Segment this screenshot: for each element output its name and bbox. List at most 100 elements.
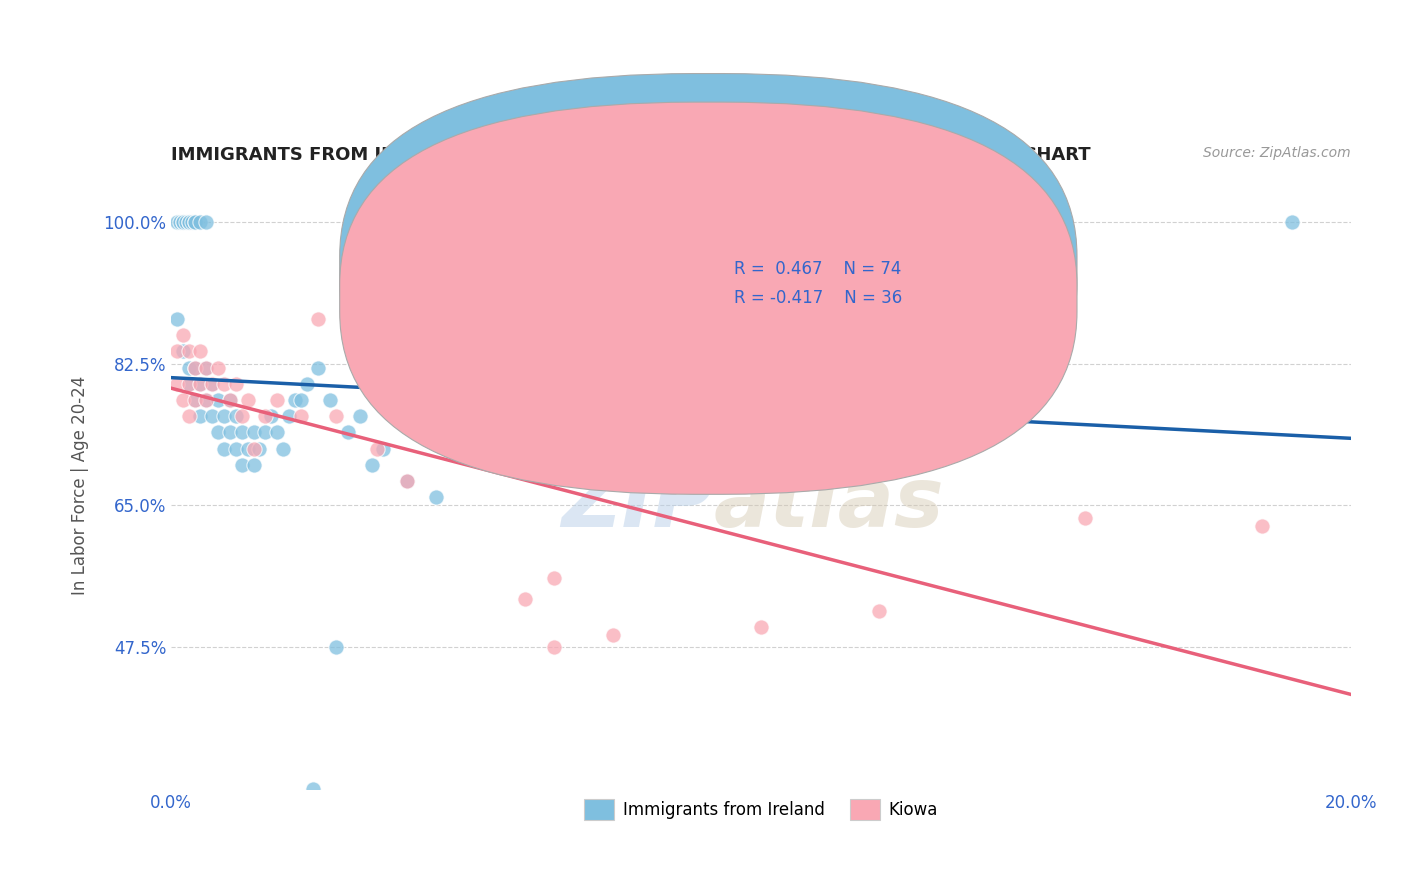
Point — [254, 409, 277, 424]
Point — [543, 640, 565, 655]
Point — [201, 376, 224, 391]
Point — [201, 376, 224, 391]
Point — [868, 604, 890, 618]
Point — [177, 360, 200, 375]
Point — [543, 571, 565, 585]
Point — [169, 215, 191, 229]
Text: IMMIGRANTS FROM IRELAND VS KIOWA IN LABOR FORCE | AGE 20-24 CORRELATION CHART: IMMIGRANTS FROM IRELAND VS KIOWA IN LABO… — [172, 146, 1091, 164]
Point — [1074, 510, 1097, 524]
Point — [295, 376, 318, 391]
Point — [1251, 518, 1274, 533]
Point — [190, 215, 212, 229]
Point — [166, 312, 188, 326]
Point — [266, 425, 288, 440]
Point — [307, 312, 329, 326]
Point — [183, 215, 205, 229]
Point — [183, 215, 205, 229]
Point — [513, 591, 536, 606]
Point — [278, 409, 301, 424]
Point — [177, 215, 200, 229]
Point — [373, 442, 395, 456]
Point — [249, 442, 271, 456]
Text: atlas: atlas — [714, 463, 945, 544]
Legend: Immigrants from Ireland, Kiowa: Immigrants from Ireland, Kiowa — [578, 793, 943, 827]
FancyBboxPatch shape — [340, 102, 1077, 494]
Point — [225, 409, 247, 424]
Point — [212, 409, 235, 424]
Point — [195, 360, 218, 375]
Point — [360, 458, 382, 472]
Point — [307, 360, 329, 375]
Point — [166, 344, 188, 359]
Point — [325, 640, 347, 655]
Point — [195, 360, 218, 375]
Point — [207, 393, 229, 408]
FancyBboxPatch shape — [340, 73, 1077, 466]
Point — [166, 376, 188, 391]
Point — [231, 425, 253, 440]
Point — [195, 215, 218, 229]
Point — [266, 393, 288, 408]
FancyBboxPatch shape — [672, 248, 1002, 334]
Point — [366, 442, 388, 456]
Point — [254, 425, 277, 440]
Point — [242, 425, 264, 440]
Point — [225, 376, 247, 391]
Point — [242, 458, 264, 472]
Point — [172, 393, 194, 408]
Point — [207, 360, 229, 375]
Point — [749, 620, 772, 634]
Point — [260, 409, 283, 424]
Point — [1281, 215, 1303, 229]
Point — [242, 442, 264, 456]
Point — [166, 215, 188, 229]
Point — [172, 215, 194, 229]
Text: ZIP: ZIP — [561, 463, 714, 544]
Point — [172, 215, 194, 229]
Point — [177, 344, 200, 359]
Point — [207, 425, 229, 440]
Point — [395, 474, 418, 488]
Point — [190, 344, 212, 359]
Point — [190, 376, 212, 391]
Point — [219, 393, 242, 408]
Point — [183, 393, 205, 408]
Text: R = -0.417    N = 36: R = -0.417 N = 36 — [734, 289, 903, 307]
Point — [290, 393, 312, 408]
Text: Source: ZipAtlas.com: Source: ZipAtlas.com — [1204, 146, 1351, 161]
Point — [201, 409, 224, 424]
Point — [190, 409, 212, 424]
Point — [602, 628, 624, 642]
Point — [177, 376, 200, 391]
Point — [177, 409, 200, 424]
Point — [425, 491, 447, 505]
Text: R =  0.467    N = 74: R = 0.467 N = 74 — [734, 260, 901, 278]
Point — [172, 328, 194, 343]
Point — [231, 458, 253, 472]
Y-axis label: In Labor Force | Age 20-24: In Labor Force | Age 20-24 — [72, 376, 89, 595]
Point — [236, 393, 259, 408]
Point — [212, 376, 235, 391]
Point — [195, 393, 218, 408]
Point — [195, 393, 218, 408]
Point — [271, 442, 294, 456]
Point — [349, 409, 371, 424]
Point — [183, 393, 205, 408]
Point — [172, 344, 194, 359]
Point — [231, 409, 253, 424]
Point — [219, 425, 242, 440]
Point — [212, 442, 235, 456]
Point — [325, 409, 347, 424]
Point — [180, 215, 202, 229]
Point — [236, 442, 259, 456]
Point — [336, 425, 359, 440]
Point — [284, 393, 307, 408]
Point — [225, 442, 247, 456]
Point — [395, 474, 418, 488]
Point — [219, 393, 242, 408]
Point — [174, 215, 197, 229]
Point — [183, 360, 205, 375]
Point — [183, 360, 205, 375]
Point — [177, 215, 200, 229]
Point — [290, 409, 312, 424]
